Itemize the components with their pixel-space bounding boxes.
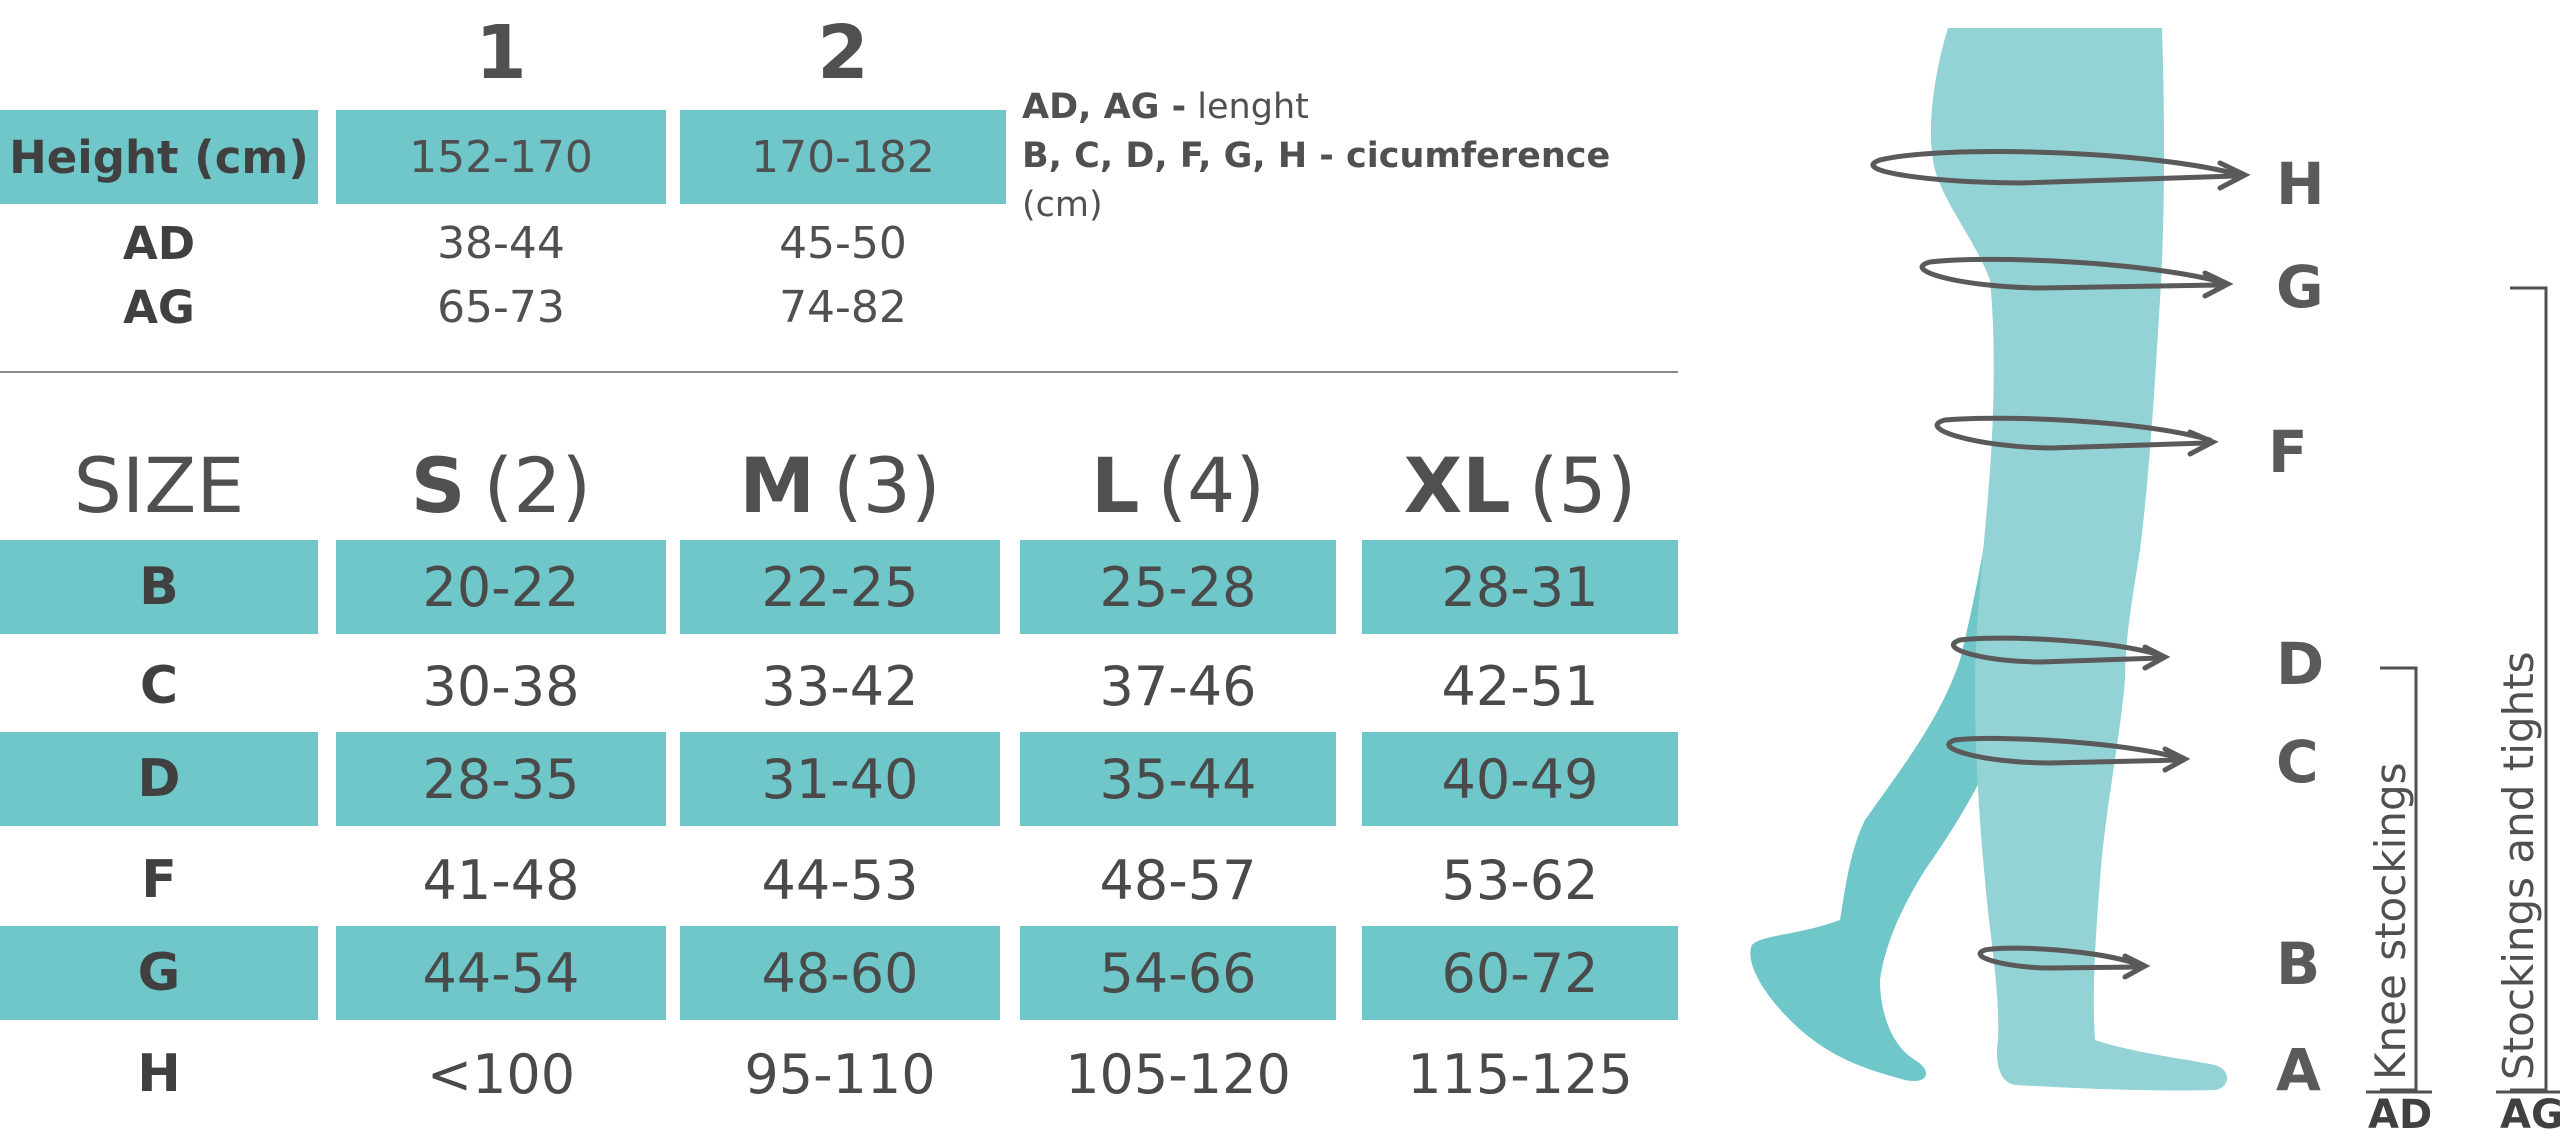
leg-illustration (1750, 28, 2560, 1094)
arrow-b (2122, 953, 2151, 980)
point-label-b: B (2276, 930, 2321, 998)
point-label-h: H (2276, 150, 2325, 218)
back-leg-shape (1750, 440, 2010, 1081)
size-header-l: L (4) (1020, 435, 1336, 535)
legend-length-codes: AD, AG - (1022, 87, 1187, 127)
ad-bottom-label: AD (2368, 1092, 2433, 1138)
size-letter: L (1090, 440, 1140, 530)
size-row-label-d: D (0, 732, 318, 826)
section-divider (0, 371, 1678, 373)
size-number: (5) (1528, 440, 1637, 530)
ad-value-2: 45-50 (779, 217, 907, 269)
arrow-d (2142, 644, 2171, 671)
point-label-f: F (2268, 418, 2308, 486)
size-header-xl: XL (5) (1362, 435, 1678, 535)
size-number: (4) (1157, 440, 1266, 530)
size-cell: 40-49 (1362, 732, 1678, 826)
legend-length-text: lenght (1186, 87, 1309, 127)
size-cell: 95-110 (744, 1042, 936, 1106)
arrow-g (2202, 270, 2234, 299)
measure-ring-b (1977, 945, 2143, 971)
size-cell: 48-60 (680, 926, 1000, 1020)
point-label-d: D (2276, 630, 2325, 698)
size-cell: 44-54 (336, 926, 666, 1020)
size-cell: 33-42 (761, 654, 919, 718)
stockings-bracket (2510, 286, 2548, 1092)
point-label-g: G (2276, 253, 2324, 321)
size-cell: 35-44 (1020, 732, 1336, 826)
size-cell: 60-72 (1362, 926, 1678, 1020)
ad-value-1: 38-44 (437, 217, 565, 269)
arrow-f (2187, 429, 2219, 457)
size-cell: 41-48 (422, 848, 580, 912)
point-label-c: C (2276, 728, 2319, 796)
ag-row-label: AG (123, 280, 195, 334)
size-row-label-b: B (0, 540, 318, 634)
point-label-a: A (2276, 1036, 2321, 1104)
size-cell: 20-22 (336, 540, 666, 634)
size-cell: 31-40 (680, 732, 1000, 826)
size-cell: 22-25 (680, 540, 1000, 634)
knee-bracket (2380, 666, 2418, 1092)
measure-ring-g (1919, 256, 2228, 291)
measure-ring-c (1946, 735, 2183, 766)
height-column-2-header: 2 (817, 9, 869, 96)
size-row-label-f: F (141, 850, 177, 910)
size-cell: 44-53 (761, 848, 919, 912)
size-header-label: SIZE (73, 440, 245, 530)
size-cell: 53-62 (1441, 848, 1599, 912)
size-header-s: S (2) (336, 435, 666, 535)
size-header-m: M (3) (680, 435, 1000, 535)
size-row-label-h: H (137, 1044, 181, 1104)
height-column-1-header: 1 (475, 9, 527, 96)
size-cell: 54-66 (1020, 926, 1336, 1020)
arrow-h (2217, 160, 2251, 191)
size-letter: M (739, 440, 815, 530)
measure-ring-d (1950, 635, 2163, 665)
size-cell: 37-46 (1099, 654, 1257, 718)
size-letter: XL (1403, 440, 1511, 530)
size-cell: 105-120 (1065, 1042, 1291, 1106)
ag-bottom-label: AG (2500, 1092, 2560, 1138)
front-leg-shape (1930, 28, 2228, 1091)
size-cell: 25-28 (1020, 540, 1336, 634)
size-cell: 48-57 (1099, 848, 1257, 912)
knee-stockings-label: Knee stockings (2366, 762, 2415, 1080)
size-number: (3) (832, 440, 941, 530)
size-cell: 28-35 (336, 732, 666, 826)
height-value-1: 152-170 (336, 110, 666, 204)
size-cell: 115-125 (1407, 1042, 1633, 1106)
size-letter: S (410, 440, 466, 530)
size-cell: <100 (426, 1042, 576, 1106)
ad-row-label: AD (122, 216, 196, 270)
ag-value-1: 65-73 (437, 281, 565, 333)
measure-ring-f (1934, 415, 2213, 451)
size-row-label-g: G (0, 926, 318, 1020)
size-cell: 42-51 (1441, 654, 1599, 718)
size-number: (2) (483, 440, 592, 530)
size-row-label-c: C (139, 656, 179, 716)
height-row-label: Height (cm) (0, 110, 318, 204)
stockings-tights-label: Stockings and tights (2494, 651, 2543, 1080)
size-cell: 28-31 (1362, 540, 1678, 634)
ag-value-2: 74-82 (779, 281, 907, 333)
arrow-c (2162, 746, 2191, 773)
size-cell: 30-38 (422, 654, 580, 718)
legend-circumference-codes: B, C, D, F, G, H - cicumference (1022, 136, 1611, 176)
measurement-legend: AD, AG - lenght B, C, D, F, G, H - cicum… (1022, 83, 1622, 230)
legend-unit: (cm) (1022, 185, 1103, 225)
height-value-2: 170-182 (680, 110, 1006, 204)
measure-ring-h (1870, 149, 2243, 186)
